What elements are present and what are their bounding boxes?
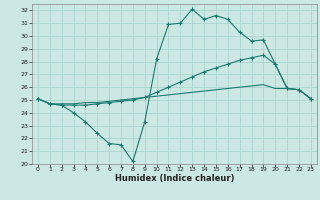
X-axis label: Humidex (Indice chaleur): Humidex (Indice chaleur) bbox=[115, 174, 234, 183]
